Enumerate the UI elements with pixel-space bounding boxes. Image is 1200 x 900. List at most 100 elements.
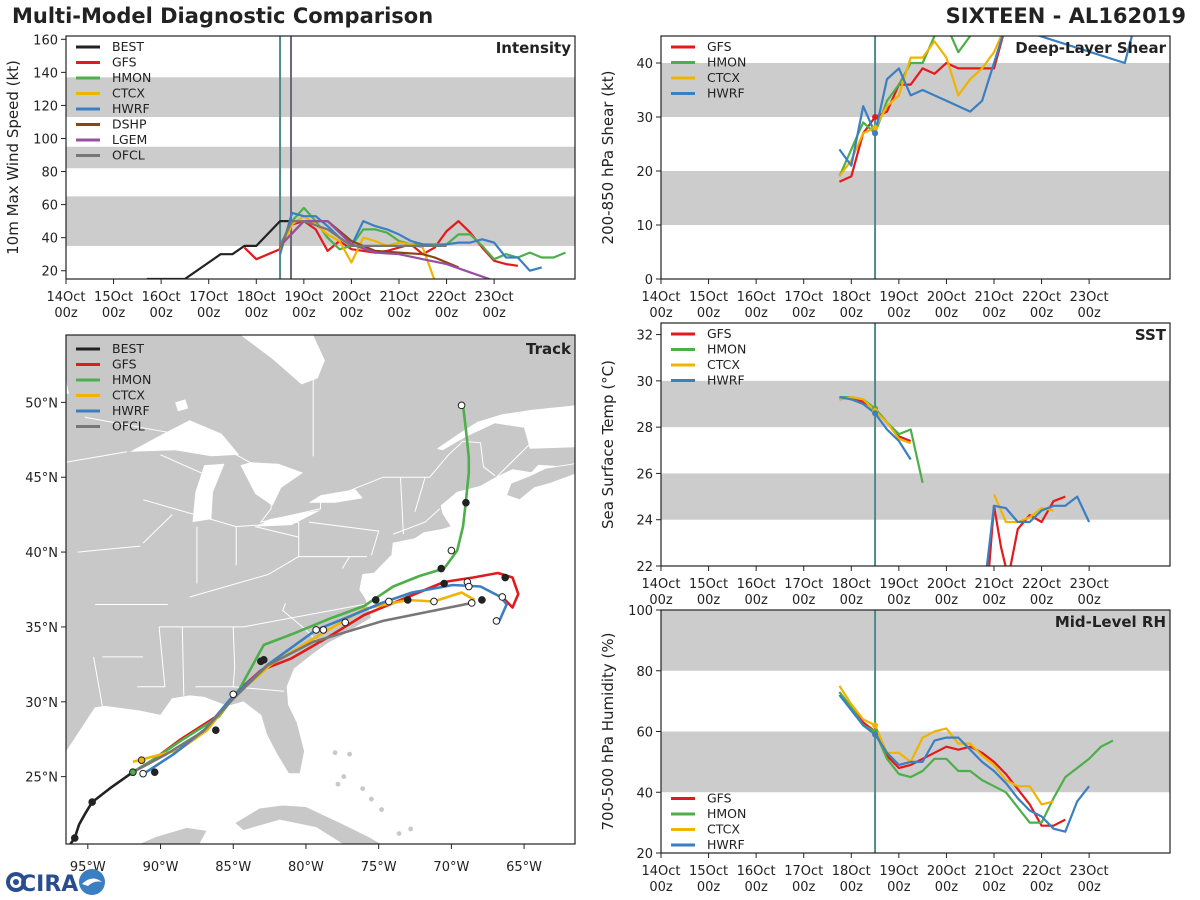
shear-ytick-label-10: 10 bbox=[636, 219, 653, 234]
intensity-xtick-day-5: 19Oct bbox=[284, 290, 323, 305]
intensity-xtick-hour-5: 00z bbox=[292, 306, 316, 321]
track-lake-huron bbox=[240, 462, 303, 506]
rh-ytick-label-100: 100 bbox=[628, 604, 653, 619]
sst-ytick-label-32: 32 bbox=[636, 329, 653, 344]
track-border-16 bbox=[93, 656, 103, 707]
rh-xtick-hour-4: 00z bbox=[840, 880, 864, 895]
intensity-ytick-label-120: 120 bbox=[33, 99, 58, 114]
track-legend-label-best: BEST bbox=[112, 341, 144, 356]
rh-xtick-hour-1: 00z bbox=[697, 880, 721, 895]
shear-xtick-hour-7: 00z bbox=[982, 306, 1006, 321]
shear-xtick-hour-2: 00z bbox=[744, 306, 768, 321]
shear-ytick-label-40: 40 bbox=[636, 57, 653, 72]
sst-ytick-label-22: 22 bbox=[636, 560, 653, 575]
rh-series-hmon-1 bbox=[838, 691, 1114, 824]
track-land-bahamas-0 bbox=[335, 781, 341, 787]
track-ytick-label-0: 25°N bbox=[25, 771, 58, 786]
shear-series-hwrf-3 bbox=[838, 36, 1134, 167]
intensity-ylabel: 10m Max Wind Speed (kt) bbox=[4, 60, 22, 255]
track-border-3 bbox=[189, 556, 299, 598]
track-border-19 bbox=[414, 477, 426, 512]
cira-logo-text: CIRA bbox=[20, 872, 78, 897]
rh-ytick-label-80: 80 bbox=[636, 665, 653, 680]
track-legend-label-hmon: HMON bbox=[112, 372, 151, 387]
sst-ytick-label-30: 30 bbox=[636, 375, 653, 390]
shear-xtick-day-8: 22Oct bbox=[1022, 290, 1061, 305]
rh-xtick-hour-2: 00z bbox=[744, 880, 768, 895]
intensity-legend-label-ofcl: OFCL bbox=[112, 148, 145, 163]
rh-xtick-day-7: 21Oct bbox=[974, 864, 1013, 879]
track-marker-hmon-3-0 bbox=[259, 656, 268, 664]
intensity-xtick-day-2: 16Oct bbox=[142, 290, 181, 305]
track-title: Track bbox=[526, 340, 572, 358]
track-marker-gfs-2-6 bbox=[478, 596, 486, 604]
track-marker-hwrf-6-0 bbox=[139, 769, 147, 778]
track-water-james-bay bbox=[240, 335, 325, 385]
track-marker-hmon-4-0 bbox=[129, 768, 137, 776]
track-ytick-label-2: 35°N bbox=[25, 621, 58, 636]
shear-series-hmon-1 bbox=[838, 36, 972, 177]
sst-xtick-day-0: 14Oct bbox=[641, 577, 680, 592]
track-lake-nipigon bbox=[175, 399, 189, 412]
sst-band-1 bbox=[661, 380, 1170, 428]
track-land-cuba bbox=[234, 804, 383, 844]
track-map-panel: 95°W 90°W 85°W 80°W 75°W 70°W 65°W25°N30°N35°N… bbox=[25, 334, 576, 875]
track-marker-hmon-3-1 bbox=[437, 564, 446, 573]
shear-xtick-day-2: 16Oct bbox=[737, 290, 776, 305]
shear-xtick-hour-3: 00z bbox=[792, 306, 816, 321]
intensity-xtick-day-9: 23Oct bbox=[475, 290, 514, 305]
rh-xtick-hour-8: 00z bbox=[1030, 880, 1054, 895]
track-land-nova-scotia bbox=[506, 463, 575, 501]
sst-legend-label-ctcx: CTCX bbox=[707, 357, 740, 372]
track-land-group bbox=[66, 335, 575, 844]
track-border-13 bbox=[254, 526, 299, 538]
track-land-bahamas-2 bbox=[332, 750, 338, 756]
intensity-xtick-hour-4: 00z bbox=[245, 306, 269, 321]
track-xtick-label-3: 80°W bbox=[288, 860, 324, 875]
intensity-ytick-label-100: 100 bbox=[33, 132, 58, 147]
sst-xtick-hour-5: 00z bbox=[887, 593, 911, 608]
shear-init-dot-2 bbox=[872, 124, 879, 131]
shear-legend-label-ctcx: CTCX bbox=[707, 70, 740, 85]
rh-panel: 2040608010014Oct00z15Oct00z16Oct00z17Oct… bbox=[599, 604, 1171, 895]
intensity-ytick-label-40: 40 bbox=[41, 232, 58, 247]
shear-xtick-hour-1: 00z bbox=[697, 306, 721, 321]
track-border-8 bbox=[137, 626, 166, 688]
rh-legend-label-gfs: GFS bbox=[707, 791, 732, 806]
sst-xtick-hour-8: 00z bbox=[1030, 593, 1054, 608]
sst-xtick-day-1: 15Oct bbox=[689, 577, 728, 592]
shear-band-0 bbox=[661, 171, 1170, 225]
sst-xtick-hour-6: 00z bbox=[935, 593, 959, 608]
page-title: Multi-Model Diagnostic Comparison bbox=[12, 4, 434, 28]
track-series-group bbox=[69, 401, 520, 844]
intensity-band-1 bbox=[66, 146, 575, 169]
track-xtick-label-1: 90°W bbox=[143, 860, 179, 875]
intensity-xtick-hour-8: 00z bbox=[435, 306, 459, 321]
rh-legend-label-hmon: HMON bbox=[707, 806, 746, 821]
sst-xtick-day-2: 16Oct bbox=[737, 577, 776, 592]
track-legend-label-ofcl: OFCL bbox=[112, 419, 145, 434]
shear-init-dot-0 bbox=[872, 114, 879, 120]
sst-xtick-day-3: 17Oct bbox=[784, 577, 823, 592]
track-border-22 bbox=[308, 521, 380, 556]
rh-xtick-day-6: 20Oct bbox=[927, 864, 966, 879]
intensity-legend-label-hwrf: HWRF bbox=[112, 101, 150, 116]
intensity-xtick-hour-1: 00z bbox=[102, 306, 126, 321]
sst-xtick-hour-9: 00z bbox=[1077, 593, 1101, 608]
shear-ylabel: 200-850 hPa Shear (kt) bbox=[599, 71, 617, 245]
rh-ytick-label-60: 60 bbox=[636, 726, 653, 741]
intensity-xtick-day-8: 22Oct bbox=[427, 290, 466, 305]
sst-legend-label-gfs: GFS bbox=[707, 326, 732, 341]
rh-xtick-day-9: 23Oct bbox=[1070, 864, 1109, 879]
shear-legend-label-gfs: GFS bbox=[707, 39, 732, 54]
rh-legend-label-hwrf: HWRF bbox=[707, 837, 745, 852]
sst-ytick-label-26: 26 bbox=[636, 467, 653, 482]
track-land-bahamas-3 bbox=[347, 751, 352, 757]
track-land-bahamas-4 bbox=[360, 786, 366, 792]
shear-series-ctcx-2 bbox=[838, 36, 1003, 178]
rh-series-hwrf-3 bbox=[838, 694, 1090, 833]
track-marker-ofcl-7-4 bbox=[430, 597, 438, 606]
track-border-25 bbox=[496, 434, 539, 478]
sst-xtick-hour-0: 00z bbox=[649, 593, 673, 608]
